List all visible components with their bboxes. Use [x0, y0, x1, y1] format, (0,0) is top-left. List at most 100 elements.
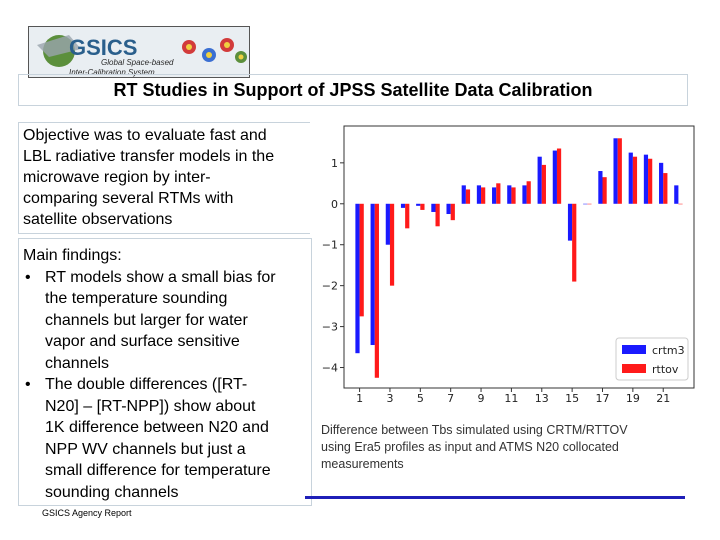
bottom-rule: [305, 496, 685, 499]
y-tick-label: −3: [322, 321, 338, 334]
x-tick-label: 5: [417, 392, 424, 405]
bar-rttov-ch6: [435, 203, 440, 227]
finding-line: The double differences ([RT-: [45, 376, 248, 393]
objective-line: microwave region by inter-: [23, 169, 211, 186]
x-tick-label: 1: [356, 392, 363, 405]
logo-tagline-1: Global Space-based: [101, 58, 174, 67]
flower-icons: [182, 38, 247, 63]
x-tick-label: 11: [504, 392, 518, 405]
bar-crtm3-ch20: [643, 154, 649, 204]
bar-crtm3-ch1: [355, 203, 360, 354]
bar-rttov-ch14: [556, 148, 562, 204]
x-tick-label: 3: [386, 392, 393, 405]
bar-crtm3-ch5: [416, 203, 421, 206]
bar-rttov-ch7: [450, 203, 455, 221]
caption-line: using Era5 profiles as input and ATMS N2…: [321, 440, 619, 454]
y-tick-label: −4: [322, 362, 338, 375]
x-tick-label: 7: [447, 392, 454, 405]
finding-line: N20] – [RT-NPP]) show about: [45, 397, 256, 415]
legend-swatch-crtm3: [622, 345, 646, 354]
bar-rttov-ch9: [481, 187, 486, 204]
bar-rttov-ch1: [359, 203, 364, 317]
plot-frame: [343, 125, 695, 389]
finding-line: the temperature sounding: [45, 290, 228, 307]
bar-crtm3-ch3: [385, 203, 390, 245]
bar-crtm3-ch18: [613, 138, 618, 204]
bar-rttov-ch5: [420, 203, 425, 210]
bar-crtm3-ch9: [476, 185, 482, 204]
bar-rttov-ch16: [587, 203, 592, 205]
bullet: •: [25, 268, 31, 286]
bar-rttov-ch2: [374, 203, 379, 378]
bar-crtm3-ch15: [567, 203, 573, 241]
bar-crtm3-ch22: [674, 185, 679, 204]
legend-swatch-rttov: [622, 364, 646, 373]
bar-crtm3-ch19: [628, 152, 633, 204]
y-tick-label: 0: [331, 198, 338, 211]
figure-caption: Difference between Tbs simulated using C…: [321, 422, 691, 473]
x-tick-label: 9: [478, 392, 485, 405]
page-title: RT Studies in Support of JPSS Satellite …: [18, 74, 688, 106]
bar-crtm3-ch14: [552, 150, 557, 204]
finding-line: RT models show a small bias for: [45, 268, 276, 286]
bar-crtm3-ch21: [659, 162, 664, 204]
objective-line: Objective was to evaluate fast and: [23, 127, 267, 144]
finding-line: small difference for temperature: [45, 462, 271, 479]
finding-line: NPP WV channels but just a: [45, 440, 246, 458]
bar-rttov-ch15: [572, 203, 577, 282]
bar-crtm3-ch13: [537, 156, 542, 204]
objective-line: LBL radiative transfer models in the: [23, 148, 275, 165]
bar-crtm3-ch7: [446, 203, 451, 215]
caption-line: measurements: [321, 457, 404, 471]
bar-rttov-ch21: [663, 173, 668, 204]
caption-line: Difference between Tbs simulated using C…: [321, 423, 628, 437]
bar-rttov-ch19: [632, 156, 638, 204]
bar-rttov-ch12: [526, 181, 531, 204]
bar-rttov-ch8: [465, 189, 471, 204]
bar-rttov-ch10: [496, 183, 501, 204]
logo-tagline-2: Inter-Calibration System: [69, 68, 155, 77]
bar-crtm3-ch17: [598, 171, 603, 204]
bar-rttov-ch18: [617, 138, 622, 204]
x-tick-label: 17: [596, 392, 610, 405]
bar-rttov-ch11: [511, 187, 516, 204]
bar-rttov-ch3: [389, 203, 395, 286]
x-tick-label: 15: [565, 392, 579, 405]
findings-list: • RT models show a small bias for the te…: [23, 267, 307, 504]
bar-crtm3-ch12: [522, 185, 527, 204]
bar-crtm3-ch4: [400, 203, 406, 208]
y-tick-label: 1: [331, 157, 338, 170]
finding-line: sounding channels: [45, 483, 179, 501]
gsics-logo: GSICS Global Space-based Inter-Calibrati…: [28, 26, 250, 78]
bar-rttov-ch13: [541, 164, 546, 204]
bar-crtm3-ch16: [583, 203, 588, 205]
finding-item: • RT models show a small bias for the te…: [23, 267, 307, 375]
bar-rttov-ch4: [405, 203, 410, 229]
legend: crtm3 rttov: [615, 337, 689, 381]
y-tick-label: −2: [322, 280, 338, 293]
finding-line: channels but larger for water: [45, 311, 248, 329]
y-axis: 1 0 −1 −2 −3 −4: [322, 157, 344, 375]
bar-crtm3-ch8: [461, 185, 466, 204]
finding-line: channels: [45, 354, 110, 372]
x-axis: 1 3 5 7 9 11 13 15 17 19 21: [356, 388, 670, 405]
objective-line: comparing several RTMs with: [23, 190, 234, 207]
legend-label-crtm3: crtm3: [652, 344, 685, 357]
finding-line: 1K difference between N20 and: [45, 419, 269, 436]
bias-bar-chart: 10−1−2−3−4 1 3 5 7 9 11 13 15 17 19 21 crtm3 rttov: [322, 125, 695, 405]
objective-line: satellite observations: [23, 211, 173, 228]
footer-note: GSICS Agency Report: [42, 508, 132, 518]
findings-box: Main findings: • RT models show a small …: [18, 238, 312, 506]
objective-box: Objective was to evaluate fast and LBL r…: [18, 122, 310, 234]
bar-crtm3-ch6: [431, 203, 436, 212]
bullet: •: [25, 376, 31, 393]
logo-text: GSICS: [69, 35, 137, 60]
findings-heading: Main findings:: [23, 247, 122, 264]
y-tick-label: −1: [322, 239, 338, 252]
bar-crtm3-ch11: [507, 185, 512, 204]
bars: [355, 138, 683, 378]
bar-rttov-ch17: [602, 177, 607, 204]
satellite-icon: [37, 35, 81, 57]
x-tick-label: 21: [656, 392, 670, 405]
x-tick-label: 13: [535, 392, 549, 405]
